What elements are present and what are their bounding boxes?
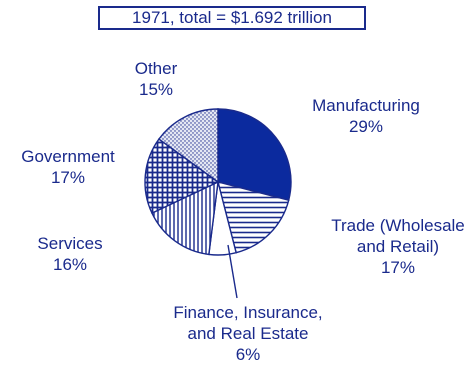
slice-label-text: and Real Estate bbox=[187, 324, 309, 343]
slice-label: Other 15% bbox=[135, 58, 178, 100]
slice-label-text: Other bbox=[134, 59, 178, 78]
finance-leader-line bbox=[227, 244, 238, 299]
slice-percent-label: 17% bbox=[50, 168, 86, 187]
slice-percent-label: 16% bbox=[52, 255, 88, 274]
slice-percent-label: 29% bbox=[348, 117, 384, 136]
pie-slice-manufacturing bbox=[217, 108, 292, 202]
slice-label-text: and Retail) bbox=[356, 237, 440, 256]
slice-label-text: Trade (Wholesale bbox=[331, 216, 465, 235]
slice-label-text: Services bbox=[37, 234, 103, 253]
slice-label-text: Manufacturing bbox=[312, 96, 420, 115]
slice-label-text: Government bbox=[21, 147, 115, 166]
slice-label-text: Finance, Insurance, bbox=[173, 303, 323, 322]
slice-label: Trade (Wholesale and Retail) 17% bbox=[331, 215, 465, 278]
slice-label: Manufacturing 29% bbox=[312, 95, 420, 137]
slice-percent-label: 15% bbox=[138, 80, 174, 99]
pie-slice-services bbox=[151, 180, 219, 256]
slice-label: Finance, Insurance, and Real Estate 6% bbox=[173, 302, 322, 365]
pie-slice-other bbox=[157, 108, 219, 184]
slice-percent-label: 17% bbox=[380, 258, 416, 277]
slice-label: Services 16% bbox=[37, 233, 102, 275]
slice-label: Government 17% bbox=[21, 146, 115, 188]
pie-slice-trade-wholesale bbox=[217, 181, 290, 254]
pie-slice-government bbox=[144, 138, 220, 215]
chart-title: 1971, total = $1.692 trillion bbox=[98, 6, 366, 30]
slice-percent-label: 6% bbox=[235, 345, 261, 364]
